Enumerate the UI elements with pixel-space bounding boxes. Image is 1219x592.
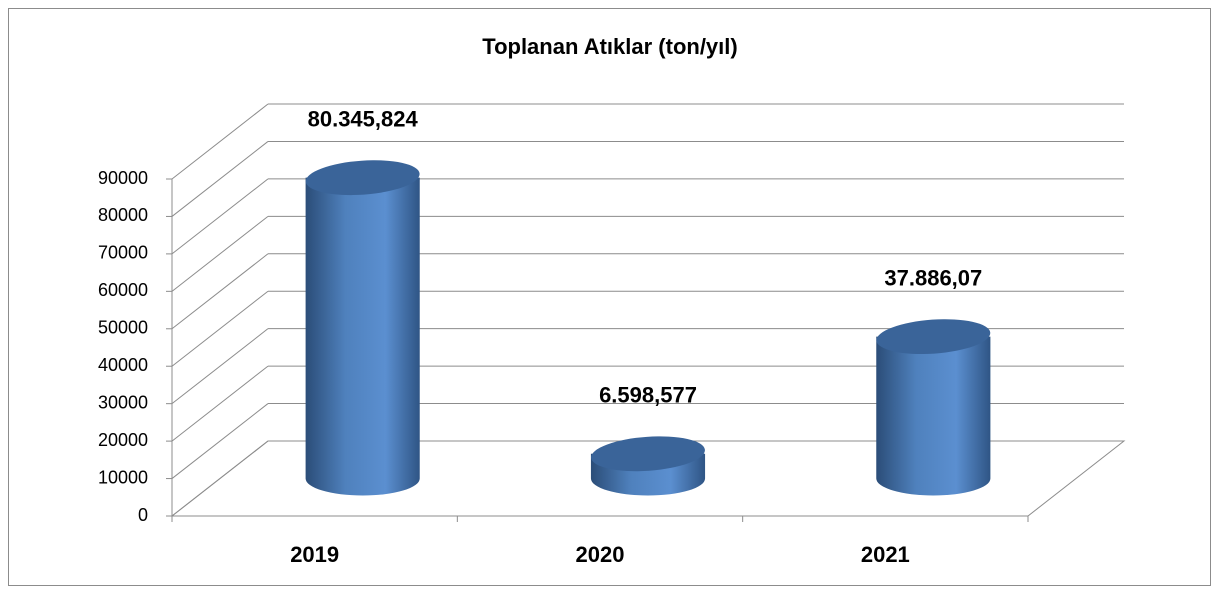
y-tick-label: 70000	[98, 243, 148, 263]
y-tick-label: 90000	[98, 168, 148, 188]
x-tick-label: 2019	[290, 542, 339, 567]
side-grid-line	[171, 215, 269, 292]
side-grid-line	[171, 290, 269, 367]
y-tick-label: 20000	[98, 430, 148, 450]
y-tick-label: 60000	[98, 280, 148, 300]
side-grid-line	[171, 328, 269, 405]
side-grid-line	[171, 365, 269, 442]
y-tick-label: 30000	[98, 392, 148, 412]
y-tick-label: 0	[138, 505, 148, 525]
chart-title: Toplanan Atıklar (ton/yıl)	[482, 34, 737, 59]
bar	[590, 436, 706, 496]
y-tick-label: 40000	[98, 355, 148, 375]
value-label: 37.886,07	[884, 265, 982, 290]
side-grid-line	[171, 103, 269, 180]
bar-top	[591, 436, 705, 472]
value-label: 80.345,824	[308, 106, 419, 131]
value-label: 6.598,577	[599, 383, 697, 408]
x-tick-label: 2020	[576, 542, 625, 567]
bar-top	[305, 160, 420, 196]
side-grid-line	[171, 141, 269, 217]
chart-border	[8, 8, 1211, 586]
bar-body	[876, 336, 991, 496]
bar	[876, 319, 991, 496]
bar-body	[305, 177, 420, 496]
bar-top	[876, 319, 991, 355]
y-tick-label: 50000	[98, 318, 148, 338]
y-tick-label: 80000	[98, 205, 148, 225]
side-grid-line	[171, 178, 269, 255]
bar	[305, 160, 420, 496]
x-tick-label: 2021	[861, 542, 910, 567]
y-tick-label: 10000	[98, 467, 148, 487]
side-grid-line	[171, 403, 269, 479]
side-grid-line	[171, 440, 269, 517]
side-grid-line	[171, 253, 269, 330]
